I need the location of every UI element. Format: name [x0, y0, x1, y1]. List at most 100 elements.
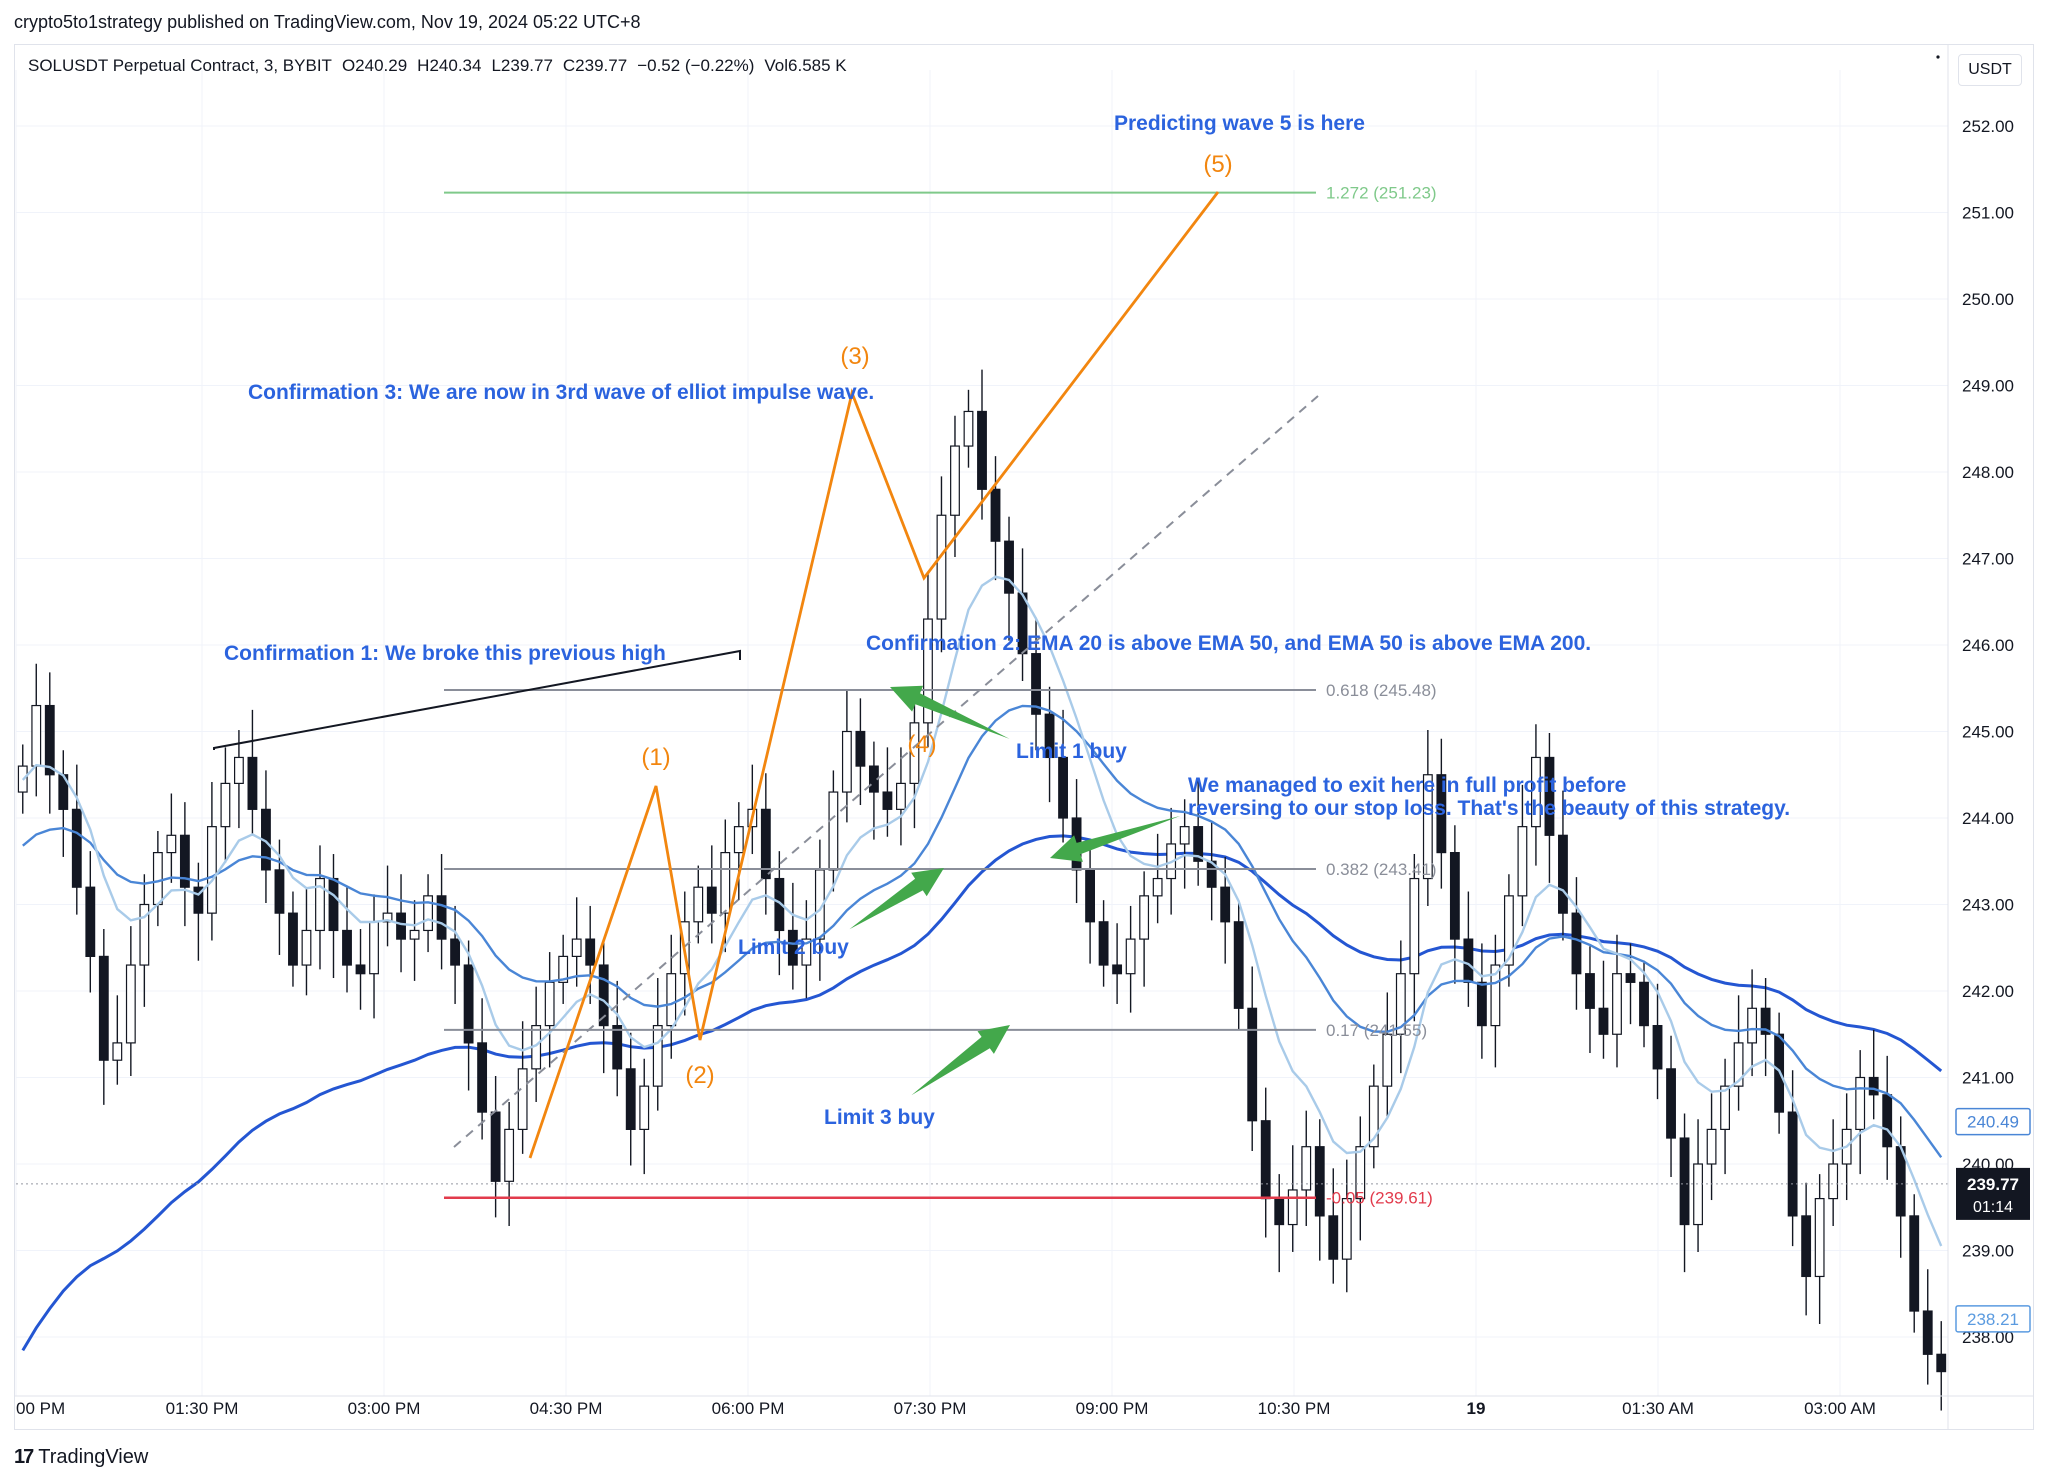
- candle: [463, 940, 474, 1091]
- candle-body: [233, 756, 244, 785]
- candle: [58, 750, 69, 857]
- price-tick-7: 245.00: [1962, 723, 2014, 742]
- candle-body: [1139, 895, 1150, 940]
- candle: [1558, 790, 1568, 941]
- candle-body: [598, 964, 609, 1027]
- candle: [247, 709, 258, 834]
- candle: [369, 894, 379, 1019]
- candle-body: [1814, 1197, 1825, 1278]
- candle: [1152, 833, 1163, 924]
- candle: [950, 415, 960, 558]
- price-tick-10: 242.00: [1962, 982, 2014, 1001]
- candle: [1449, 825, 1460, 984]
- candle-body: [1909, 1215, 1920, 1312]
- candle-body: [720, 851, 731, 914]
- price-badge-text-0: 240.49: [1967, 1113, 2019, 1132]
- drawings-layer: (1) (2) (3) (4) (5) Confirmation 1: We broke …: [16, 112, 1948, 1185]
- candle-body: [450, 938, 461, 966]
- candle: [585, 905, 596, 1004]
- candle-body: [1760, 1007, 1771, 1035]
- candle-body: [274, 869, 285, 914]
- candle-body: [477, 1042, 488, 1113]
- candle: [882, 747, 893, 837]
- candle: [855, 698, 866, 806]
- candle-body: [342, 929, 352, 966]
- candle: [1503, 874, 1514, 987]
- candle-body: [1112, 964, 1123, 975]
- candle: [639, 1058, 650, 1175]
- candle: [1463, 891, 1474, 1007]
- candle: [1260, 1087, 1271, 1238]
- candle: [612, 980, 623, 1097]
- confirmation-3-text: Confirmation 3: We are now in 3rd wave o…: [248, 381, 874, 404]
- candle: [1179, 799, 1190, 889]
- candle-body: [977, 410, 987, 490]
- candle-body: [1666, 1068, 1676, 1139]
- candle: [1855, 1050, 1866, 1175]
- candle: [801, 900, 812, 999]
- candle: [152, 830, 163, 927]
- candle-body: [1247, 1007, 1258, 1122]
- candle-body: [31, 704, 42, 767]
- candle: [1314, 1119, 1325, 1261]
- candle: [1139, 871, 1150, 987]
- chart-grid: [15, 70, 1948, 1396]
- time-tick-4: 06:00 PM: [712, 1399, 785, 1418]
- currency-button[interactable]: USDT: [1958, 54, 2022, 86]
- candle: [1747, 969, 1758, 1077]
- candle-body: [1031, 653, 1041, 715]
- chart-frame: [14, 44, 2034, 1430]
- candle: [598, 940, 609, 1074]
- candle-body: [1179, 826, 1190, 845]
- candle-body: [504, 1128, 515, 1182]
- candle-body: [558, 955, 569, 983]
- candle: [1706, 1093, 1717, 1201]
- candle: [1301, 1110, 1312, 1226]
- fib-label-4: -0.05 (239.61): [1326, 1189, 1433, 1208]
- candle: [125, 926, 136, 1077]
- candle-body: [882, 791, 893, 810]
- candle-body: [315, 877, 325, 932]
- candle: [1382, 992, 1393, 1117]
- candle: [1814, 1174, 1825, 1325]
- candle-body: [733, 826, 744, 854]
- time-axis: 00 PM 01:30 PM 03:00 PM 04:30 PM 06:00 PM 07:…: [14, 1395, 2034, 1418]
- candle: [139, 874, 150, 1007]
- brand-name: TradingView: [38, 1446, 149, 1468]
- candle: [1787, 1070, 1798, 1247]
- price-tick-3: 249.00: [1962, 377, 2014, 396]
- fib-label-0: 1.272 (251.23): [1326, 184, 1437, 203]
- candle: [1004, 516, 1014, 641]
- candle: [1922, 1269, 1933, 1385]
- price-tick-9: 243.00: [1962, 896, 2014, 915]
- candle-body: [220, 782, 231, 828]
- candle-body: [152, 851, 163, 906]
- candle-body: [125, 964, 136, 1044]
- price-tick-8: 244.00: [1962, 809, 2014, 828]
- ema-200-line: [21, 834, 1943, 1352]
- candle: [1112, 923, 1123, 1004]
- candle-body: [1747, 1007, 1758, 1044]
- candle-body: [44, 704, 55, 776]
- candle-body: [923, 618, 933, 724]
- candle-body: [950, 445, 960, 516]
- price-change: −0.52 (−0.22%): [637, 56, 755, 75]
- candle-body: [1125, 938, 1136, 975]
- candle: [841, 689, 852, 823]
- candle: [98, 929, 109, 1105]
- candle-body: [1476, 981, 1487, 1027]
- candle: [504, 1102, 515, 1226]
- candle-body: [409, 929, 420, 940]
- elliott-wave-path: [528, 191, 1220, 1159]
- time-tick-0: 00 PM: [16, 1399, 65, 1418]
- candle: [1328, 1168, 1339, 1284]
- candle-body: [1152, 877, 1163, 897]
- symbol-name[interactable]: SOLUSDT Perpetual Contract, 3, BYBIT: [28, 56, 332, 75]
- candle-body: [1679, 1137, 1690, 1226]
- candle-body: [828, 791, 839, 871]
- ema-lines: [21, 575, 1943, 1247]
- candle: [450, 905, 461, 1004]
- candle: [355, 929, 366, 1010]
- candle-body: [1612, 973, 1622, 1035]
